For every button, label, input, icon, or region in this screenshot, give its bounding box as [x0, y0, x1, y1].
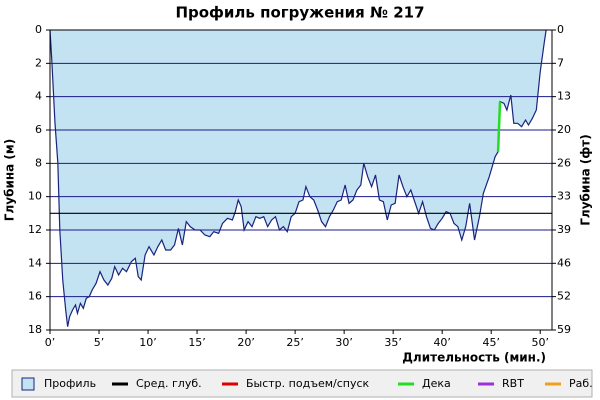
y2-tick-label: 13	[557, 90, 571, 103]
legend-label: Профиль	[44, 377, 96, 390]
x-tick-label: 40’	[433, 336, 451, 349]
profile-fill	[50, 30, 547, 327]
legend-label: Сред. глуб.	[136, 377, 202, 390]
y-tick-label: 2	[35, 56, 42, 69]
plot-frame	[49, 29, 553, 331]
y-tick-label: 8	[35, 156, 42, 169]
x-tick-label: 35’	[384, 336, 402, 349]
x-tick-label: 5’	[94, 336, 105, 349]
y2-tick-label: 52	[557, 290, 571, 303]
x-tick-label: 30’	[335, 336, 353, 349]
y-tick-label: 18	[28, 323, 42, 336]
y-tick-label: 4	[35, 90, 42, 103]
x-axis-title: Длительность (мин.)	[402, 351, 546, 365]
legend-label: Дека	[422, 377, 451, 390]
x-tick-label: 50’	[531, 336, 549, 349]
legend-label: RBT	[502, 377, 524, 390]
x-tick-label: 20’	[237, 336, 255, 349]
legend-label: Быстр. подъем/спуск	[246, 377, 370, 390]
y-tick-label: 14	[28, 256, 42, 269]
y2-tick-label: 26	[557, 156, 571, 169]
y2-tick-label: 39	[557, 223, 571, 236]
legend-label: Раб.	[569, 377, 593, 390]
y-tick-label: 10	[28, 190, 42, 203]
x-tick-label: 10’	[139, 336, 157, 349]
y2-tick-label: 46	[557, 256, 571, 269]
y-axis-title: Глубина (м)	[3, 139, 17, 221]
legend-box	[11, 369, 593, 398]
y2-tick-label: 33	[557, 190, 571, 203]
y-tick-label: 12	[28, 223, 42, 236]
series-line	[496, 101, 502, 152]
y-tick-label: 16	[28, 290, 42, 303]
y-tick-label: 6	[35, 123, 42, 136]
chart-title: Профиль погружения № 217	[175, 4, 424, 22]
x-tick-label: 15’	[188, 336, 206, 349]
x-tick-label: 45’	[482, 336, 500, 349]
y2-tick-label: 7	[557, 56, 564, 69]
y2-tick-label: 0	[557, 23, 564, 36]
y-tick-label: 0	[35, 23, 42, 36]
y2-tick-label: 59	[557, 323, 571, 336]
x-tick-label: 0’	[45, 336, 56, 349]
legend-swatch	[21, 377, 35, 391]
y2-axis-title: Глубина (фт)	[579, 134, 593, 225]
profile-line	[49, 29, 547, 327]
y2-tick-label: 20	[557, 123, 571, 136]
x-tick-label: 25’	[286, 336, 304, 349]
